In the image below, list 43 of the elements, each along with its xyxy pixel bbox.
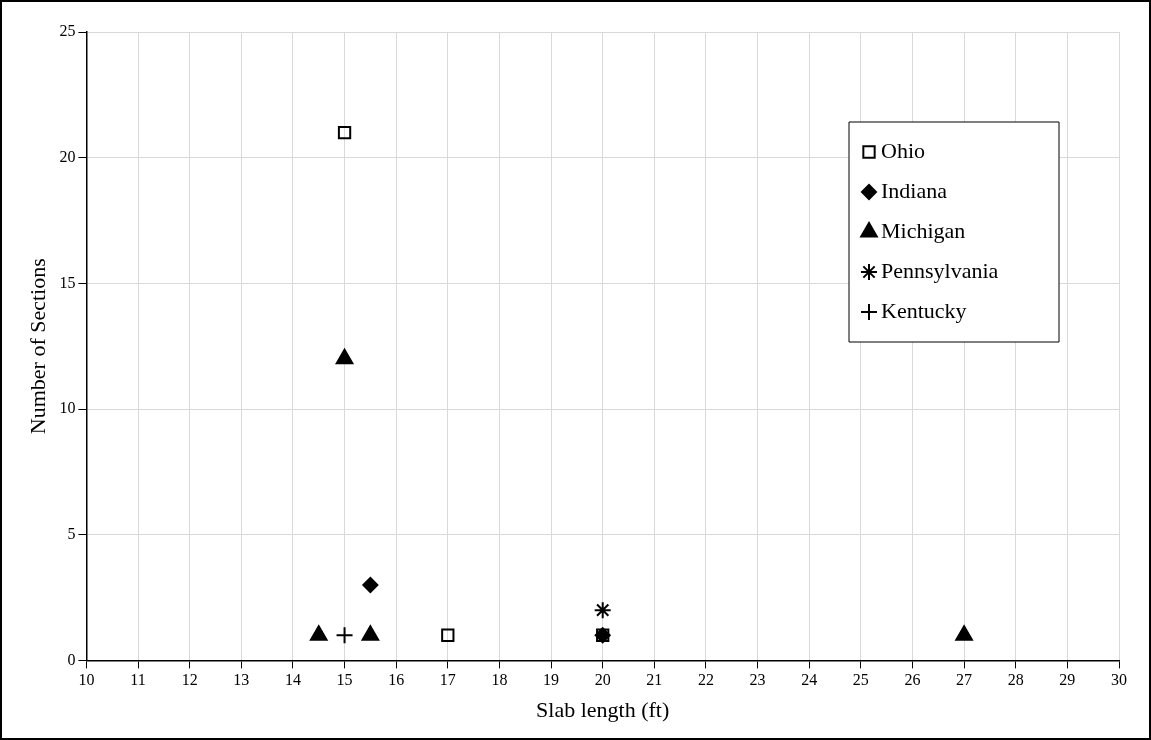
point [361, 625, 380, 641]
x-tick-label: 28 [1007, 671, 1024, 689]
point [335, 348, 354, 365]
x-tick-label: 30 [1111, 671, 1127, 689]
x-axis-title: Slab length (ft) [536, 696, 670, 722]
x-tick-label: 16 [388, 671, 405, 689]
point [955, 625, 973, 641]
x-tick-label: 19 [543, 671, 560, 689]
x-tick-label: 18 [491, 671, 508, 689]
y-tick-label: 5 [67, 524, 76, 542]
x-tick-label: 10 [78, 671, 95, 689]
point [309, 625, 328, 641]
x-tick-label: 15 [336, 671, 353, 689]
point [593, 601, 612, 620]
x-tick-label: 11 [130, 671, 146, 689]
y-tick-label: 20 [59, 147, 76, 165]
x-tick-label: 17 [439, 671, 456, 689]
x-tick-label: 24 [801, 671, 818, 689]
x-tick-label: 20 [594, 671, 611, 689]
x-tick-label: 21 [646, 671, 663, 689]
x-tick-label: 29 [1059, 671, 1076, 689]
legend-label: Ohio [881, 137, 925, 163]
legend-label: Pennsylvania [881, 257, 999, 283]
point [335, 626, 354, 645]
point [441, 628, 455, 642]
x-tick-label: 12 [181, 671, 198, 689]
x-tick-label: 23 [749, 671, 766, 689]
y-axis-title: Number of Sections [24, 258, 50, 435]
legend-label: Michigan [881, 217, 966, 243]
x-tick-label: 25 [852, 671, 869, 689]
x-tick-label: 14 [284, 671, 301, 689]
x-tick-label: 26 [904, 671, 921, 689]
legend-label: Kentucky [881, 297, 967, 323]
point [337, 125, 352, 140]
y-tick-label: 25 [59, 22, 76, 40]
x-tick-label: 13 [233, 671, 250, 689]
point [362, 576, 379, 593]
x-tick-label: 27 [956, 671, 973, 689]
x-tick-label: 22 [697, 671, 714, 689]
y-tick-label: 10 [59, 399, 76, 417]
y-tick-label: 15 [59, 273, 76, 291]
legend-label: Indiana [881, 177, 948, 203]
y-tick-label: 0 [67, 650, 76, 668]
